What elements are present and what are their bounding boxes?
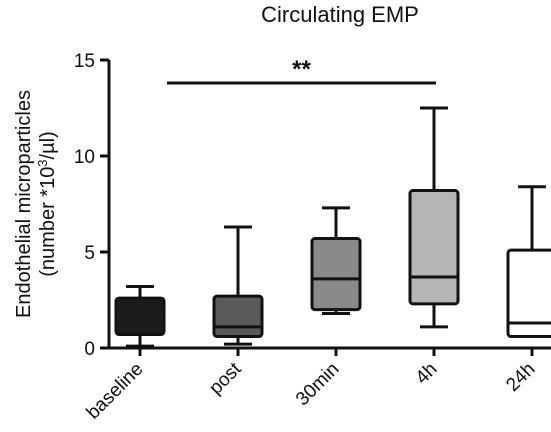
x-tick-label: 24h (502, 359, 539, 396)
box-body (506, 248, 551, 338)
box-body (212, 294, 264, 338)
x-tick-label: baseline (83, 359, 148, 424)
significance-annotation: ** (167, 56, 436, 85)
box-baseline (114, 285, 166, 348)
y-axis-title: Endothelial microparticles (number *103/… (13, 90, 59, 318)
box-body (310, 237, 362, 312)
y-axis-title-line1: Endothelial microparticles (13, 90, 35, 318)
chart-title: Circulating EMP (261, 2, 419, 27)
box-post (212, 225, 264, 346)
y-tick-label: 15 (74, 51, 95, 72)
box-plots (114, 106, 551, 348)
y-axis-title-unit-sup: 3 (35, 159, 50, 166)
y-axis-title-unit-post: /µl) (37, 131, 59, 159)
x-tick-label: post (205, 358, 246, 399)
significance-label: ** (292, 56, 311, 83)
x-axis: baseline post 30min 4h 24h (83, 346, 551, 424)
box-4h (408, 106, 460, 329)
y-axis-title-unit-pre: (number *10 (37, 167, 59, 277)
y-tick-label: 10 (74, 147, 95, 168)
x-tick-label: 4h (412, 359, 442, 389)
box-24h (506, 185, 551, 338)
x-tick-label: 30min (292, 359, 343, 410)
y-tick-label: 0 (84, 339, 95, 360)
box-30min (310, 206, 362, 315)
y-axis-title-line2: (number *103/µl) (35, 131, 60, 276)
y-tick-label: 5 (84, 243, 95, 264)
box-body (408, 189, 460, 306)
y-axis: 0 5 10 15 (74, 51, 111, 360)
